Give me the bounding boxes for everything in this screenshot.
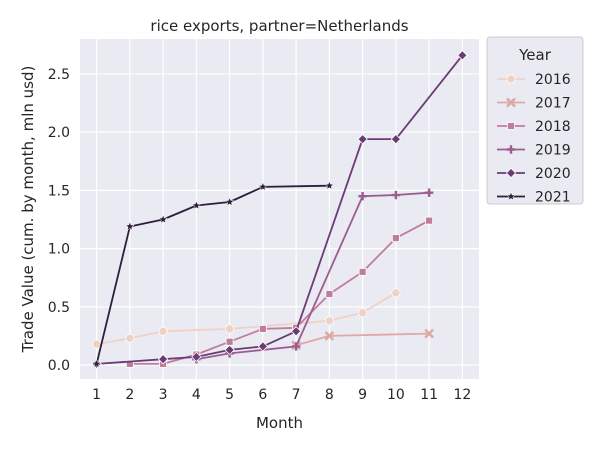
legend-marker-2019	[506, 145, 516, 154]
data-point-2019	[358, 191, 367, 201]
data-point-2018	[425, 216, 434, 225]
data-point-2021	[324, 180, 335, 190]
data-point-2020	[157, 354, 169, 365]
data-point-2020	[390, 133, 402, 145]
data-point-2020	[357, 133, 368, 145]
legend-marker-2017	[506, 98, 516, 107]
data-point-2016	[92, 339, 102, 349]
grid	[80, 39, 479, 379]
data-point-2021	[258, 181, 268, 191]
data-point-2019	[424, 188, 434, 197]
legend-item-2019: 2019	[497, 143, 571, 159]
x-tick-label: 5	[225, 387, 234, 403]
data-point-2016	[125, 333, 135, 343]
x-tick-label: 12	[453, 387, 471, 403]
data-point-2016	[391, 288, 401, 298]
data-point-2017	[324, 331, 334, 341]
data-point-2021	[91, 358, 102, 368]
x-tick-label: 11	[420, 387, 438, 403]
legend-label-2019: 2019	[535, 143, 571, 159]
data-point-2018	[391, 234, 400, 243]
legend-label-2021: 2021	[535, 190, 571, 206]
series-line-2018	[129, 219, 430, 365]
legend-item-2021: 2021	[497, 190, 571, 206]
legend-item-2016: 2016	[497, 72, 571, 88]
tick-labels: 1 2 3 4 5 6 7 8 9 10 11 120.00.51.01.52.02.5	[48, 67, 472, 403]
data-point-2016	[324, 316, 334, 326]
data-point-2021	[224, 196, 235, 207]
data-point-2020	[290, 326, 302, 337]
data-point-2018	[225, 337, 234, 346]
legend-item-2017: 2017	[497, 96, 571, 112]
data-point-2021	[158, 214, 168, 224]
x-tick-label: 7	[292, 387, 301, 403]
data-point-2016	[158, 326, 168, 336]
x-tick-label: 4	[192, 387, 201, 403]
data-point-2021	[125, 221, 135, 231]
data-point-2016	[358, 308, 368, 318]
y-tick-label: 1.0	[48, 242, 70, 258]
data-point-2016	[225, 324, 235, 334]
data-point-2019	[391, 190, 401, 200]
x-tick-label: 8	[325, 387, 334, 403]
legend-items: 2016 2017 2018 2019 2020 2021	[497, 72, 571, 206]
data-point-2017	[424, 329, 434, 339]
series-line-2019	[196, 191, 430, 361]
data-point-2018	[125, 359, 134, 368]
x-tick-label: 1	[92, 387, 101, 403]
data-point-2019	[291, 342, 301, 351]
x-tick-label: 2	[125, 387, 134, 403]
legend-label-2018: 2018	[535, 119, 571, 135]
y-tick-label: 0.0	[48, 358, 70, 374]
x-tick-label: 6	[258, 387, 267, 403]
y-tick-label: 0.5	[48, 300, 70, 316]
y-tick-label: 2.0	[48, 125, 70, 141]
legend-title: Year	[518, 46, 552, 64]
legend-marker-2016	[506, 74, 516, 84]
data-point-2018	[325, 290, 334, 298]
data-point-2018	[258, 325, 267, 333]
series-2016	[92, 288, 401, 349]
y-tick-label: 2.5	[48, 67, 70, 83]
legend: Year 2016 2017 2018 2019 2020 2021	[486, 36, 584, 206]
data-point-2021	[191, 200, 202, 210]
legend-label-2016: 2016	[535, 72, 571, 88]
legend-label-2017: 2017	[535, 96, 571, 112]
data-point-2020	[457, 50, 468, 61]
plot-area	[80, 39, 479, 379]
legend-marker-2018	[507, 122, 515, 130]
x-tick-label: 10	[387, 387, 405, 403]
data-point-2020	[257, 341, 269, 352]
legend-item-2018: 2018	[497, 119, 571, 135]
series-group	[91, 50, 468, 370]
legend-marker-2021	[506, 191, 516, 201]
y-tick-label: 1.5	[48, 183, 70, 199]
x-tick-label: 9	[358, 387, 367, 403]
y-axis-label: Trade Value (cum. by month, mln usd)	[19, 66, 37, 354]
legend-marker-2020	[505, 167, 517, 179]
chart-title: rice exports, partner=Netherlands	[150, 17, 408, 35]
x-tick-label: 3	[159, 387, 168, 403]
x-axis-label: Month	[256, 414, 303, 432]
data-point-2020	[224, 344, 235, 356]
legend-label-2020: 2020	[535, 166, 571, 182]
data-point-2020	[191, 351, 202, 363]
legend-item-2020: 2020	[497, 166, 571, 182]
data-point-2018	[358, 267, 367, 276]
series-2021	[91, 180, 335, 368]
